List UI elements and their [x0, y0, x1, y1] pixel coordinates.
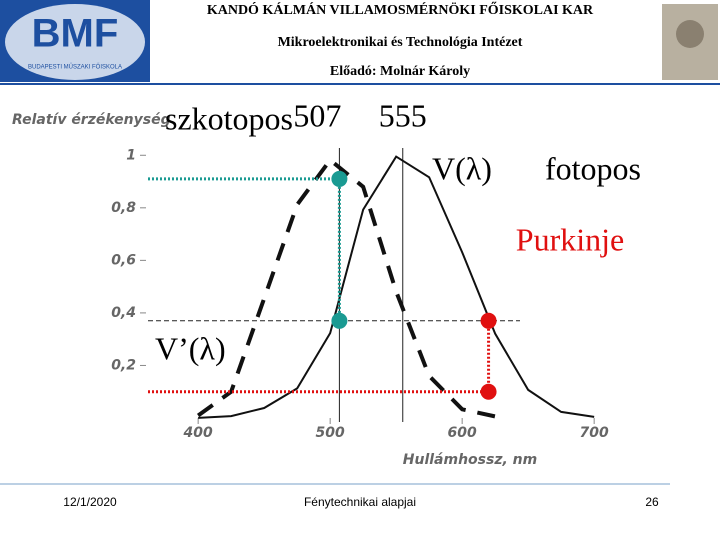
footer-page: 26 [645, 495, 659, 509]
y-tick-label: 0,6 [111, 252, 136, 268]
y-axis-label: Relatív érzékenység [12, 112, 171, 128]
marker [331, 312, 348, 329]
lecturer: Előadó: Molnár Károly [330, 64, 470, 79]
institute: Mikroelektronikai és Technológia Intézet [278, 35, 523, 50]
marker [480, 312, 497, 329]
y-tick-label: 1 [126, 147, 136, 163]
x-tick-label: 700 [580, 425, 609, 441]
x-tick-label: 400 [183, 425, 213, 441]
portrait-head [676, 20, 704, 48]
y-tick-label: 0,8 [111, 200, 136, 216]
series-label: V’(λ) [155, 330, 226, 366]
x-tick-label: 500 [316, 425, 345, 441]
institution: KANDÓ KÁLMÁN VILLAMOSMÉRNÖKI FŐISKOLAI K… [207, 1, 594, 18]
x-axis-label: Hullámhossz, nm [403, 452, 537, 468]
curve [198, 155, 595, 419]
marker [331, 170, 348, 187]
marker [480, 383, 497, 400]
curve [196, 157, 496, 419]
logo-subtext: BUDAPESTI MŰSZAKI FŐISKOLA [28, 64, 122, 71]
logo-oval [5, 4, 145, 80]
y-tick-label: 0,4 [111, 305, 136, 321]
photopic-label: fotopos [545, 150, 641, 186]
x-tick-label: 600 [448, 425, 477, 441]
logo-text: BMF [32, 12, 119, 56]
peak-label: 507 [293, 97, 341, 133]
purkinje-label: Purkinje [516, 221, 624, 257]
peak-label: 555 [379, 97, 427, 133]
footer-date: 12/1/2020 [63, 495, 117, 509]
scotopic-label: szkotopos [165, 100, 293, 136]
y-tick-label: 0,2 [111, 357, 136, 373]
series-label: V(λ) [432, 150, 492, 186]
footer-title: Fénytechnikai alapjai [304, 495, 416, 509]
